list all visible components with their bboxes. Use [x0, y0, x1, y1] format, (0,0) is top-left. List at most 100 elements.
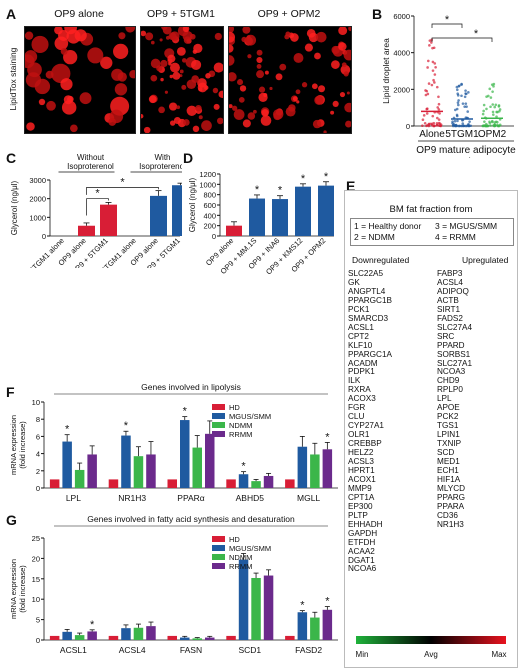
bar [75, 635, 85, 640]
bar [205, 434, 215, 488]
lipid-droplet [160, 78, 163, 81]
y-tick-label: 0 [36, 484, 40, 493]
lipid-droplet [302, 82, 307, 87]
bar [272, 199, 288, 236]
lipid-droplet [25, 50, 37, 63]
legend-label: MGUS/SMM [229, 544, 271, 553]
bar [249, 199, 265, 236]
data-point [488, 88, 491, 91]
data-point [431, 115, 434, 118]
data-point [492, 113, 495, 116]
y-tick-label: 600 [203, 201, 216, 210]
y-tick-label: 20 [32, 554, 40, 563]
data-point [462, 102, 465, 105]
data-point [432, 79, 435, 82]
data-point [457, 99, 460, 102]
group-label: Isoproterenol [67, 162, 114, 171]
category-label: ABHD5 [236, 493, 265, 503]
legend-swatch [212, 536, 225, 542]
category-label: OPM2 [478, 129, 507, 140]
chart-title: Genes involved in lipolysis [141, 382, 241, 392]
lipid-droplet [261, 109, 268, 116]
data-point [492, 111, 495, 114]
y-axis-label: mRNA expression [9, 415, 18, 475]
y-tick-label: 5 [36, 616, 40, 625]
lipid-droplet [115, 83, 127, 95]
lipid-droplet [35, 79, 50, 94]
group-label: With [155, 153, 171, 162]
category-label: NR1H3 [118, 493, 146, 503]
lipid-droplet [307, 29, 316, 38]
lipid-droplet [213, 88, 218, 93]
lipid-droplet [265, 71, 269, 75]
y-tick-label: 0 [42, 232, 46, 241]
lipid-droplet [347, 91, 350, 94]
x-axis-label: OP9 mature adipocyte [416, 145, 516, 156]
category-label: PPARα [177, 493, 205, 503]
lipid-droplet [150, 75, 157, 82]
significance-star: * [324, 171, 329, 183]
bar [121, 436, 131, 488]
data-point [427, 93, 430, 96]
lipid-droplet [80, 92, 92, 104]
lipid-droplet [276, 73, 283, 80]
lipid-droplet [39, 99, 45, 105]
lipid-droplet [290, 33, 299, 42]
bar [75, 470, 85, 488]
lipid-droplet [26, 122, 34, 130]
data-point [464, 92, 467, 95]
y-tick-label: 0 [406, 122, 410, 131]
lipid-droplet [199, 115, 203, 119]
lipid-droplet [144, 127, 151, 133]
lipid-droplet [46, 101, 56, 111]
category-label: ACSL1 [60, 645, 87, 655]
y-tick-label: 2000 [393, 85, 410, 94]
data-point [454, 109, 457, 112]
legend-line-2: 2 = NDMM [354, 232, 395, 242]
scale-label-min: Min [356, 650, 369, 659]
legend-swatch [212, 545, 225, 551]
lipid-droplet [172, 72, 180, 80]
lipid-droplet [285, 32, 290, 37]
significance-star: * [255, 184, 260, 196]
lipid-droplet [269, 87, 272, 90]
bar [226, 479, 236, 488]
data-point [438, 118, 441, 121]
y-tick-label: 1200 [199, 170, 216, 179]
lipid-droplet [345, 121, 351, 128]
data-point [433, 122, 436, 125]
bar [251, 578, 260, 640]
data-point [495, 104, 498, 107]
y-axis-label: Lipid droplet area [381, 38, 391, 104]
lipid-droplet [190, 34, 196, 40]
legend-label: MGUS/SMM [229, 412, 271, 421]
data-point [498, 125, 501, 128]
bar [298, 447, 308, 488]
panel-e-title: BM fat fraction from [344, 204, 518, 215]
bar [180, 420, 190, 488]
lipid-droplet [257, 50, 263, 56]
lipid-droplet [316, 32, 327, 43]
lipid-droplet [176, 105, 180, 109]
data-point [454, 120, 457, 123]
lipid-droplet [261, 115, 272, 126]
bar [50, 479, 60, 488]
bar [100, 205, 117, 236]
y-tick-label: 15 [32, 575, 40, 584]
lipid-droplet [177, 47, 186, 56]
y-tick-label: 6 [36, 432, 40, 441]
bar [205, 638, 215, 640]
lipid-droplet [245, 35, 256, 46]
y-tick-label: 400 [203, 211, 216, 220]
lipid-droplet [294, 53, 304, 63]
lipid-droplet [342, 62, 347, 67]
lipid-droplet [263, 93, 267, 97]
bar [193, 638, 203, 640]
panel-g-chart: Genes involved in fatty acid synthesis a… [4, 512, 340, 668]
lipid-droplet [344, 71, 349, 76]
data-point [428, 125, 431, 128]
y-tick-label: 25 [32, 534, 40, 543]
data-point [431, 47, 434, 50]
bar [226, 636, 236, 640]
bar [172, 185, 182, 236]
